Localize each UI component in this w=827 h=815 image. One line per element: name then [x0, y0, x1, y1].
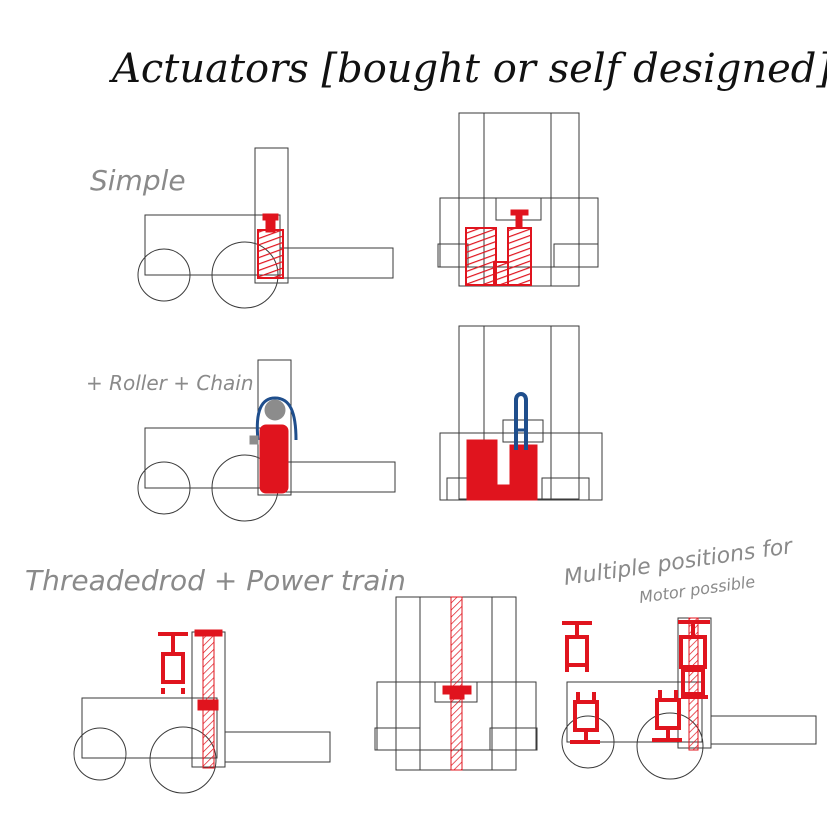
diagram-title: Actuators [bought or self designed] — [108, 46, 827, 92]
wheel-rear — [73, 727, 127, 781]
threaded-rod-front-view — [374, 596, 538, 771]
nut — [442, 685, 472, 695]
left-fork — [437, 243, 469, 268]
fork — [279, 247, 394, 279]
actuator-right — [507, 227, 532, 286]
chain — [514, 392, 528, 450]
motor-position-4 — [652, 690, 682, 742]
section-label-threaded-rod: Threadedrod + Power train — [25, 564, 406, 597]
right-fork — [553, 243, 599, 268]
simple-side-view — [137, 147, 394, 309]
section-label-roller-chain: + Roller + Chain — [86, 371, 254, 395]
actuator-rod — [265, 219, 276, 233]
fork — [224, 731, 331, 763]
fork — [710, 715, 817, 745]
wheel-rear — [561, 715, 615, 769]
actuator-mid — [493, 261, 509, 286]
fork — [284, 461, 396, 493]
section-label-simple: Simple — [90, 164, 186, 197]
actuator-cylinder — [257, 229, 284, 279]
roller-chain-front-view — [439, 325, 603, 501]
actuator-left — [466, 439, 498, 501]
threaded-rod — [450, 596, 463, 771]
motor-position-1 — [562, 621, 592, 672]
actuator-right — [509, 444, 538, 501]
simple-front-view — [437, 112, 599, 287]
wheel-front — [636, 712, 704, 780]
carriage — [502, 419, 544, 443]
motor-position-3 — [570, 692, 600, 744]
roller-chain-side-view — [137, 359, 396, 522]
actuator-cylinder — [259, 424, 289, 494]
mast — [254, 147, 289, 284]
actuator-left — [465, 227, 497, 286]
chain — [255, 396, 298, 441]
actuator-cap — [262, 213, 279, 221]
roller — [264, 399, 286, 421]
vehicle-body — [566, 681, 703, 743]
motor — [158, 632, 188, 694]
wheel-front — [149, 726, 217, 794]
right-fork — [489, 727, 538, 751]
threaded-rod-side-view — [73, 629, 331, 794]
wheel-rear — [137, 461, 191, 515]
right-fork — [541, 477, 590, 501]
vehicle-body — [81, 697, 218, 759]
multiple-positions-side-view — [561, 617, 817, 780]
wheel-rear — [137, 248, 191, 302]
left-fork — [374, 727, 421, 751]
threaded-rod — [688, 617, 699, 751]
